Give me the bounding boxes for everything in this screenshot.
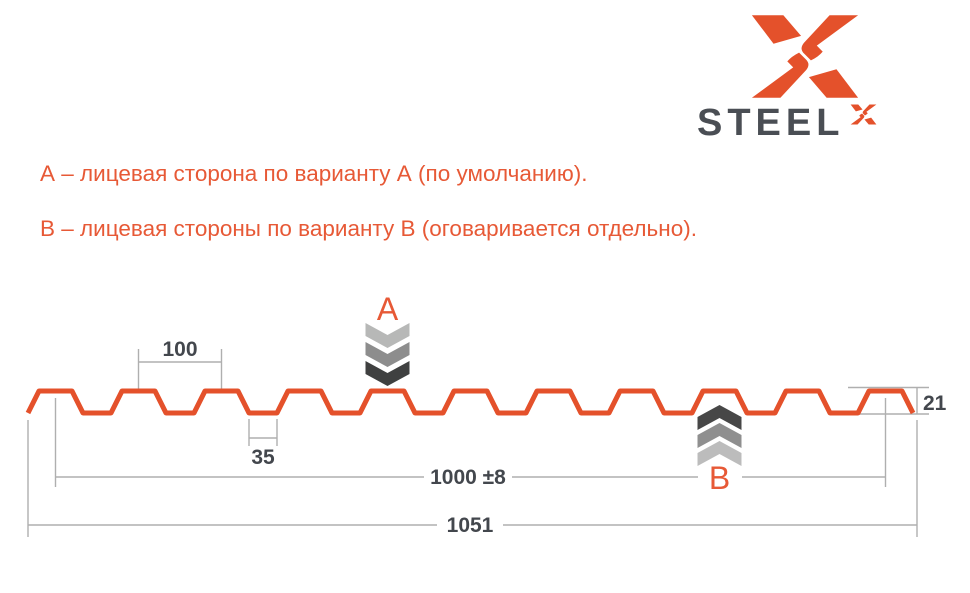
brand-name-text: STEEL [697, 102, 845, 144]
dimension-overall-width-1051: 1051 [27, 420, 918, 537]
dimension-height-21: 21 [848, 386, 947, 415]
marker-a: А [365, 291, 410, 386]
dim-rib-bottom-label: 35 [251, 446, 275, 469]
dimension-working-width-1000: 1000 ±8 [54, 398, 887, 489]
chevrons-up-icon [697, 405, 742, 466]
dim-working-width-label: 1000 ±8 [430, 466, 506, 489]
marker-b-label: В [709, 460, 730, 496]
note-variant-b: В – лицевая стороны по варианту В (огова… [40, 216, 697, 241]
dimension-rib-bottom-35: 35 [248, 419, 278, 469]
dim-pitch-label: 100 [162, 338, 197, 361]
brand-wordmark: STEEL [697, 104, 878, 142]
marker-b: В [697, 405, 742, 496]
dim-overall-width-label: 1051 [447, 514, 494, 537]
sheet-profile-path [25, 388, 916, 416]
marker-a-label: А [377, 291, 399, 327]
chevrons-down-icon [365, 323, 410, 386]
note-variant-a: А – лицевая сторона по варианту А (по ум… [40, 161, 588, 186]
dim-height-label: 21 [923, 392, 947, 415]
dimension-pitch-100: 100 [137, 338, 223, 389]
